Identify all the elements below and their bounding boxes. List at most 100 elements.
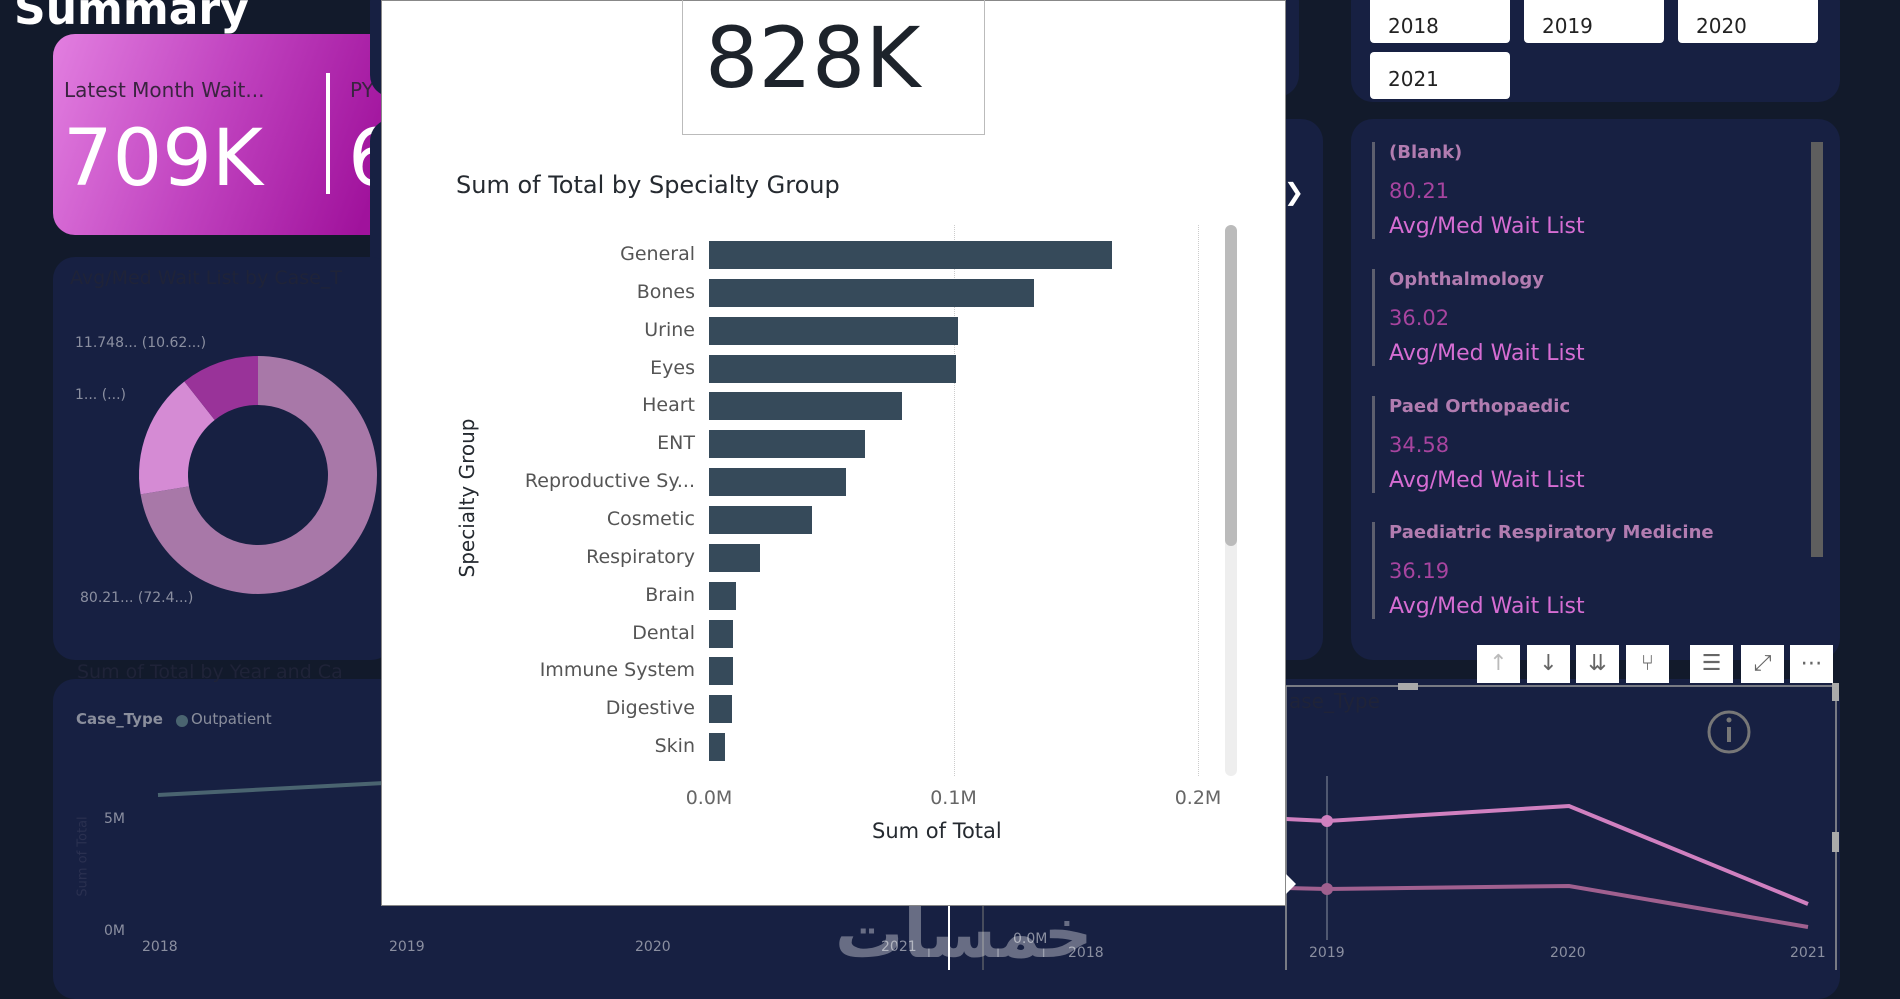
popup-kpi-card: 828K: [682, 0, 985, 135]
kpi-divider: [326, 73, 330, 194]
x-tick-label: 0.2M: [1174, 787, 1222, 809]
page-title: Summary: [14, 0, 249, 35]
category-label: Cosmetic: [606, 507, 695, 530]
x-tick-label: 0.1M: [930, 787, 977, 809]
category-label: Reproductive Sy...: [524, 470, 695, 493]
x-tick-label: 0.0M: [685, 787, 733, 809]
kpi-value: 709K: [63, 114, 264, 204]
bar[interactable]: [709, 316, 959, 345]
category-label: Eyes: [650, 356, 695, 379]
list-item-label: Paed Orthopaedic: [1389, 396, 1571, 417]
popup-scrollbar[interactable]: [1225, 225, 1237, 776]
year-label: 2018: [1388, 14, 1439, 38]
popup-kpi-value: 828K: [705, 9, 921, 107]
year-button-2021[interactable]: 2021: [1370, 52, 1510, 99]
watermark-logo: خمسات: [835, 895, 1093, 974]
category-label: Brain: [645, 583, 695, 606]
bar[interactable]: [709, 543, 761, 572]
py-label: PY: [350, 78, 374, 102]
list-item-caption: Avg/Med Wait List: [1389, 594, 1585, 619]
focus-mode-icon[interactable]: ⤢: [1741, 645, 1784, 683]
x-tick: 2020: [635, 939, 671, 955]
more-options-icon[interactable]: ⋯: [1790, 645, 1833, 683]
x-tick: 2018: [142, 939, 178, 955]
year-button-2018[interactable]: 2018: [1370, 0, 1510, 43]
year-label: 2021: [1388, 67, 1439, 91]
year-label: 2019: [1542, 14, 1593, 38]
list-item[interactable]: (Blank) 80.21 Avg/Med Wait List: [1372, 142, 1585, 239]
arrow-down-icon[interactable]: ↓: [1527, 645, 1570, 683]
x-tick: 2021: [1790, 945, 1826, 961]
list-item-caption: Avg/Med Wait List: [1389, 214, 1585, 239]
legend-title: Case_Type: [76, 710, 163, 728]
filter-icon[interactable]: ☰: [1690, 645, 1733, 683]
bar[interactable]: [709, 468, 846, 497]
x-tick: 2018: [1068, 945, 1104, 961]
kpi-label: Latest Month Wait...: [64, 78, 265, 102]
expand-hierarchy-icon[interactable]: ⑂: [1626, 645, 1669, 683]
category-label: Skin: [654, 735, 695, 758]
list-item-value: 36.02: [1389, 306, 1450, 330]
bar-chart-x-title: Sum of Total: [872, 819, 1002, 843]
donut-title: Avg/Med Wait List by Case_T: [70, 267, 342, 289]
list-item-label: (Blank): [1389, 142, 1463, 163]
tooltip-popup: 828K Sum of Total by Specialty Group Spe…: [381, 0, 1286, 906]
donut-segment[interactable]: [139, 381, 215, 495]
y-tick: 5M: [104, 811, 125, 827]
list-item-value: 36.19: [1389, 559, 1450, 583]
bar[interactable]: [709, 392, 903, 421]
x-tick: 2019: [389, 939, 425, 955]
gridline: [1198, 225, 1199, 776]
double-arrow-down-icon[interactable]: ⇊: [1576, 645, 1619, 683]
y-tick: 0M: [104, 923, 125, 939]
category-label: Dental: [632, 621, 695, 644]
bar[interactable]: [709, 278, 1035, 307]
list-scrollbar[interactable]: [1811, 142, 1823, 557]
scrollbar-thumb[interactable]: [1225, 225, 1237, 546]
category-label: Respiratory: [586, 545, 695, 568]
x-tick: 2020: [1550, 945, 1586, 961]
bar-plot-area[interactable]: 0.0M 0.1M 0.2M General Bones Urine Eyes Heart EN…: [382, 1, 1287, 907]
category-label: ENT: [657, 432, 695, 455]
list-item-value: 80.21: [1389, 179, 1450, 203]
chevron-right-icon[interactable]: ❯: [1284, 178, 1305, 206]
bar[interactable]: [709, 505, 812, 534]
category-label: Urine: [644, 318, 695, 341]
year-button-2020[interactable]: 2020: [1678, 0, 1818, 43]
list-item[interactable]: Paed Orthopaedic 34.58 Avg/Med Wait List: [1372, 396, 1585, 493]
list-item[interactable]: Ophthalmology 36.02 Avg/Med Wait List: [1372, 269, 1585, 366]
list-item-label: Paediatric Respiratory Medicine: [1389, 522, 1714, 543]
list-item-caption: Avg/Med Wait List: [1389, 468, 1585, 493]
category-label: Digestive: [605, 697, 695, 720]
bar[interactable]: [709, 619, 734, 648]
bar[interactable]: [709, 241, 1113, 269]
donut-segment[interactable]: [140, 356, 377, 594]
x-tick: 2019: [1309, 945, 1345, 961]
list-item-value: 34.58: [1389, 433, 1450, 457]
bar[interactable]: [709, 430, 866, 459]
y-axis-title: Sum of Total: [75, 816, 91, 897]
list-item-caption: Avg/Med Wait List: [1389, 341, 1585, 366]
bar[interactable]: [709, 657, 734, 686]
line-chart-title: Sum of Total by Year and Ca: [77, 661, 343, 683]
bar[interactable]: [709, 354, 956, 383]
list-item-label: Ophthalmology: [1389, 269, 1545, 290]
category-label: Immune System: [539, 659, 695, 682]
bar[interactable]: [709, 695, 733, 724]
bar[interactable]: [709, 581, 736, 610]
year-button-2019[interactable]: 2019: [1524, 0, 1664, 43]
gridline: [953, 225, 955, 776]
list-item[interactable]: Paediatric Respiratory Medicine 36.19 Avg/…: [1372, 522, 1714, 619]
y-tick: 0.0M: [1013, 931, 1048, 947]
specialty-list-card: [1351, 119, 1840, 660]
category-label: Heart: [642, 394, 695, 417]
donut-chart[interactable]: [0, 0, 400, 660]
legend-item[interactable]: Outpatient: [191, 710, 272, 728]
category-label: General: [620, 243, 695, 265]
donut-segment[interactable]: [184, 356, 258, 421]
bar[interactable]: [709, 733, 725, 762]
arrow-up-icon[interactable]: ↑: [1477, 645, 1520, 683]
donut-label: 11.748... (10.62...): [75, 335, 207, 351]
donut-label: 1... (...): [75, 387, 126, 403]
x-tick: 2021: [881, 939, 917, 955]
